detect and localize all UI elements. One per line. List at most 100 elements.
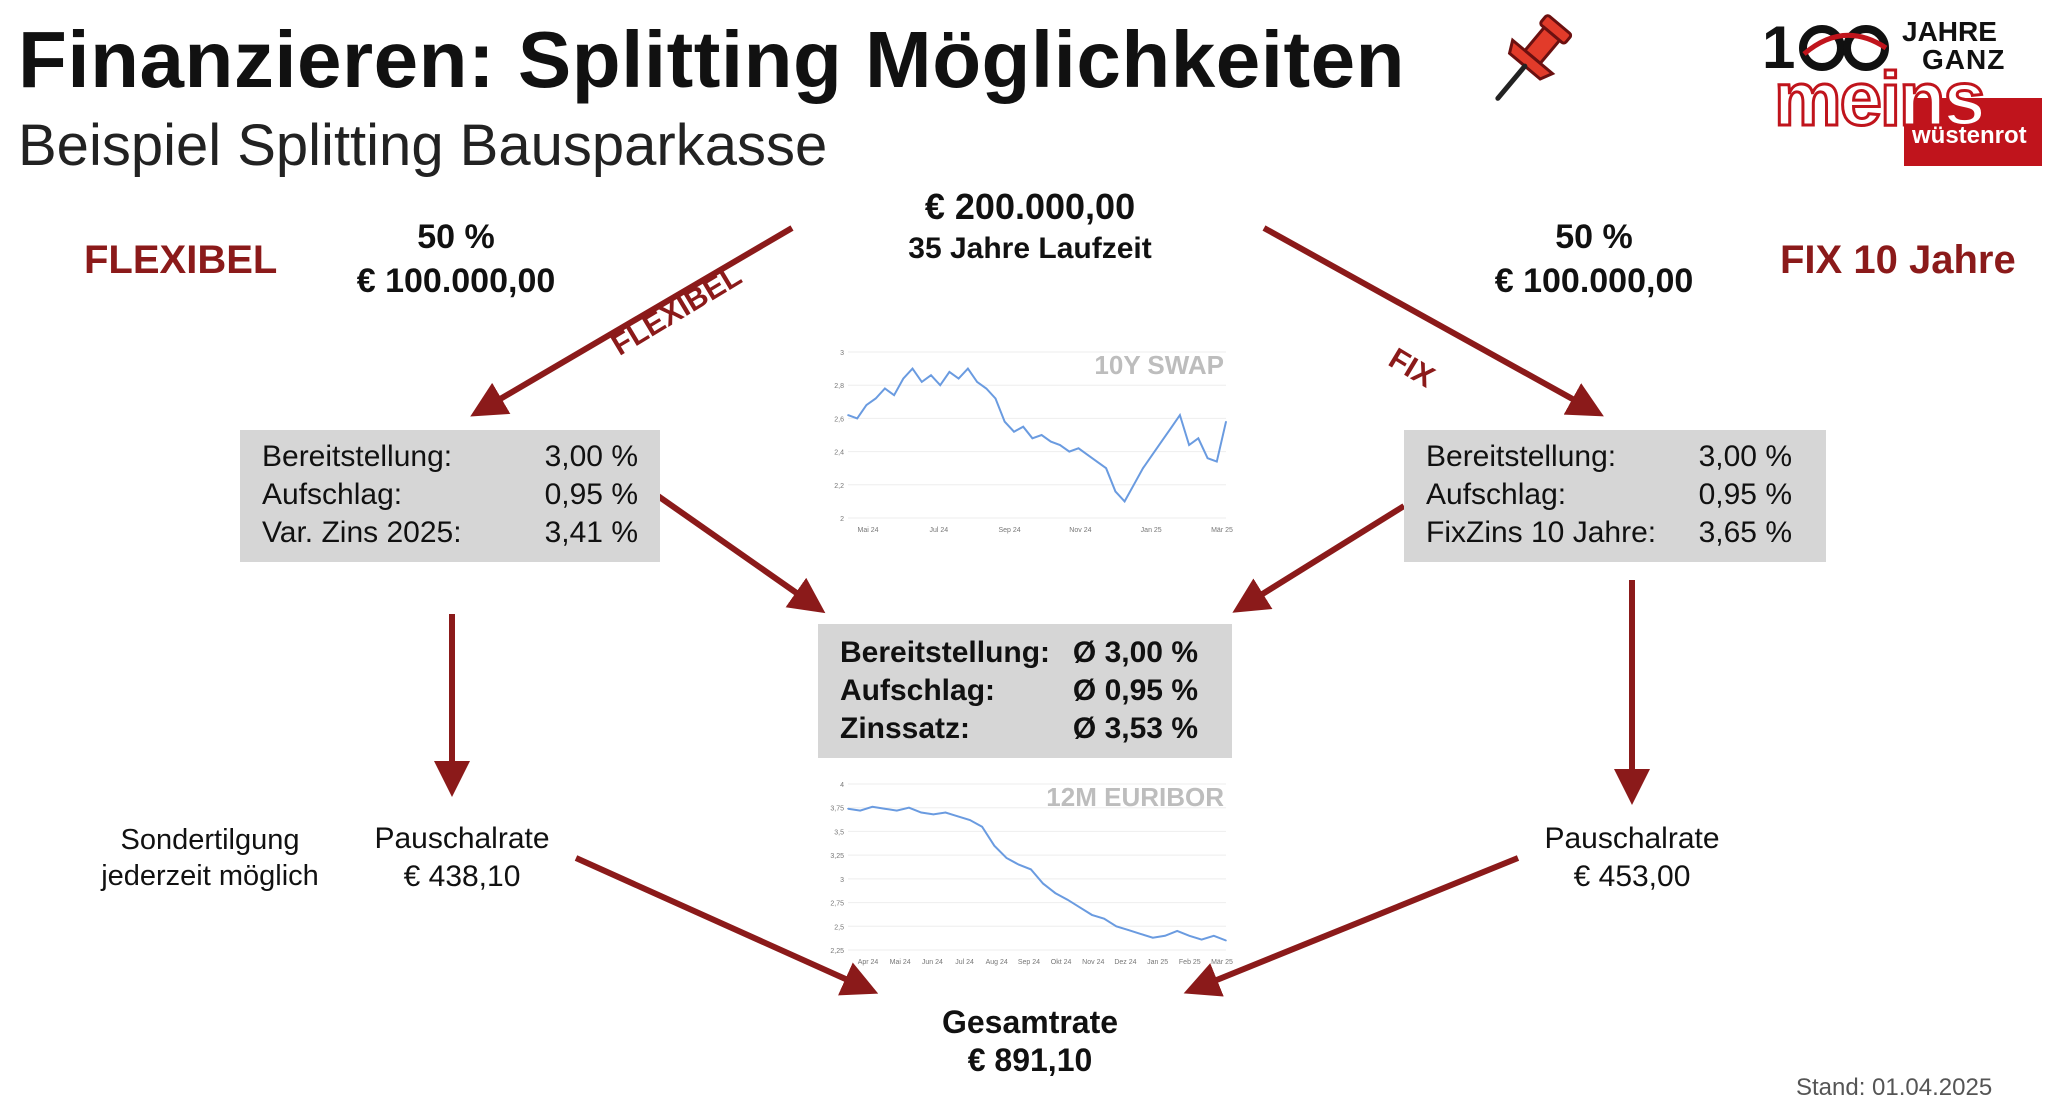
- data-point: [1139, 933, 1142, 935]
- left-row-3: Var. Zins 2025: 3,41 %: [262, 514, 638, 552]
- data-point: [1059, 444, 1061, 446]
- data-point: [865, 404, 868, 406]
- x-tick-label: Mär 25: [1211, 959, 1233, 966]
- chart-title: 10Y SWAP: [1094, 350, 1224, 380]
- series-line: [847, 367, 1227, 504]
- data-point: [1103, 917, 1105, 920]
- x-tick-label: Okt 24: [1051, 959, 1072, 966]
- y-tick-label: 2,2: [834, 483, 844, 490]
- right-share: 50 %: [1555, 218, 1633, 256]
- data-point: [932, 813, 935, 816]
- left-amount: € 100.000,00: [356, 262, 556, 300]
- data-point: [1022, 425, 1024, 428]
- left-row-2-value: 0,95 %: [544, 478, 638, 511]
- x-tick-label: Mai 24: [857, 527, 878, 534]
- series-line: [847, 805, 1227, 942]
- arrow-right-to-middle: [1232, 503, 1406, 613]
- data-point: [1114, 490, 1117, 493]
- left-row-1-key: Bereitstellung:: [262, 440, 453, 473]
- right-row-1-key: Bereitstellung:: [1426, 440, 1617, 473]
- data-point: [957, 377, 960, 380]
- middle-row-1-value: Ø 3,00 %: [1072, 636, 1198, 669]
- y-tick-label: 2,4: [834, 450, 844, 457]
- data-point: [994, 397, 997, 400]
- right-amount: € 100.000,00: [1494, 262, 1694, 300]
- euribor-chart: 12M EURIBOR 2,25 2,5 2,75 3 3,25 3,5 3,75 4 Apr 2…: [830, 782, 1233, 966]
- data-point: [1169, 427, 1172, 430]
- data-point: [1151, 454, 1154, 456]
- data-point: [1213, 934, 1215, 937]
- data-point: [1133, 484, 1135, 486]
- logo-word: meins: [1773, 56, 1988, 144]
- data-point: [985, 387, 988, 390]
- middle-average-box: Bereitstellung: Ø 3,00 % Aufschlag: Ø 0,95…: [818, 624, 1232, 758]
- data-point: [1031, 437, 1034, 440]
- arrow-top-to-left: [470, 225, 794, 417]
- total-amount: € 200.000,00: [924, 186, 1136, 227]
- right-conditions-box: Bereitstellung: 3,00 % Aufschlag: 0,95 % F…: [1404, 430, 1826, 562]
- data-point: [1152, 936, 1154, 939]
- data-point: [1030, 868, 1032, 871]
- x-tick-label: Jan 25: [1147, 959, 1168, 966]
- y-tick-label: 3: [840, 877, 844, 884]
- x-tick-label: Jul 24: [955, 959, 974, 966]
- data-point: [1086, 454, 1089, 456]
- left-special-repayment-note-2: jederzeit möglich: [101, 860, 319, 892]
- data-point: [993, 844, 996, 847]
- arrow-left-to-middle: [656, 493, 826, 614]
- data-point: [1127, 929, 1130, 931]
- data-point: [859, 809, 861, 812]
- middle-row-1-key: Bereitstellung:: [840, 636, 1051, 669]
- y-tick-label: 2,8: [834, 383, 844, 390]
- loan-term: 35 Jahre Laufzeit: [908, 232, 1152, 265]
- data-point: [1197, 437, 1200, 440]
- right-tranche-label: FIX 10 Jahre: [1780, 238, 2016, 282]
- x-tick-label: Nov 24: [1082, 959, 1104, 966]
- data-point: [1017, 863, 1020, 866]
- y-tick-label: 2,75: [830, 901, 844, 908]
- data-point: [1225, 420, 1227, 423]
- right-row-2: Aufschlag: 0,95 %: [1426, 476, 1792, 514]
- middle-row-2: Aufschlag: Ø 0,95 %: [840, 672, 1210, 710]
- data-point: [1078, 906, 1081, 909]
- y-tick-label: 2: [840, 516, 844, 523]
- right-rate-value: € 453,00: [1573, 860, 1691, 893]
- data-point: [1013, 430, 1015, 433]
- data-point: [1105, 467, 1107, 469]
- y-tick-label: 2,25: [830, 948, 844, 955]
- data-point: [1096, 460, 1098, 463]
- data-point: [895, 809, 898, 812]
- x-tick-label: Nov 24: [1069, 527, 1091, 534]
- arrow-right-to-total: [1183, 855, 1520, 997]
- data-point: [1115, 925, 1118, 928]
- right-row-1: Bereitstellung: 3,00 %: [1426, 438, 1792, 476]
- data-point: [976, 381, 978, 383]
- data-point: [1200, 938, 1203, 941]
- right-row-1-value: 3,00 %: [1698, 440, 1792, 473]
- data-point: [1142, 467, 1144, 469]
- data-point: [1215, 460, 1218, 463]
- logo-line1: JAHRE: [1902, 16, 1997, 47]
- data-point: [1054, 892, 1057, 894]
- data-point: [920, 381, 923, 383]
- arrow-top-to-right: [1262, 225, 1604, 417]
- data-point: [956, 815, 959, 818]
- data-point: [871, 805, 874, 808]
- data-point: [969, 819, 971, 821]
- data-point: [1066, 898, 1069, 901]
- left-share: 50 %: [417, 218, 495, 256]
- svg-text:1: 1: [1762, 14, 1795, 81]
- data-point: [883, 807, 886, 810]
- right-row-3-key: FixZins 10 Jahre:: [1426, 516, 1657, 549]
- data-point: [1179, 414, 1181, 416]
- data-point: [1225, 939, 1227, 942]
- left-row-3-value: 3,41 %: [544, 516, 638, 549]
- left-row-1-value: 3,00 %: [544, 440, 638, 473]
- data-point: [1164, 934, 1166, 937]
- left-rate-value: € 438,10: [403, 860, 521, 893]
- logo-brand: wüstenrot: [1912, 122, 2027, 149]
- brand-logo: 1 JAHRE GANZ meins wüstenrot: [1762, 10, 2042, 170]
- x-tick-label: Jun 24: [922, 959, 943, 966]
- arrow-left-to-total: [574, 855, 879, 996]
- x-tick-label: Sep 24: [1018, 959, 1040, 966]
